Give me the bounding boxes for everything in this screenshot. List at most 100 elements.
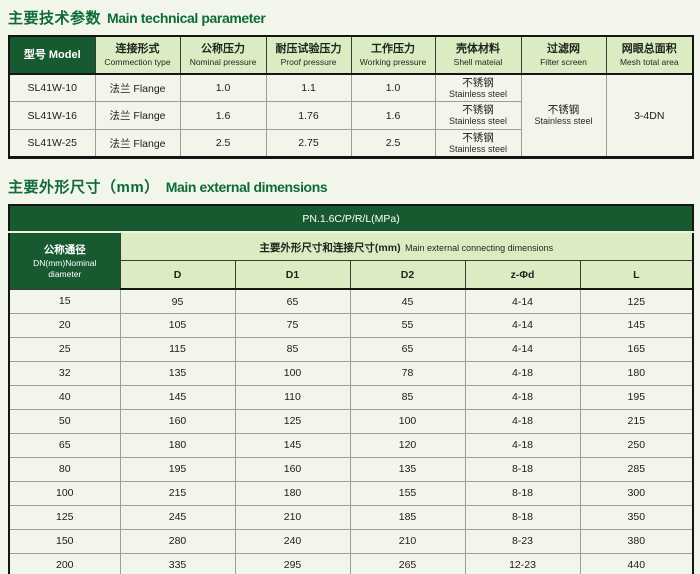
cell-D: 105 [119, 312, 236, 338]
cell-L: 285 [579, 456, 694, 482]
cell-mesh-area: 3-4DN [605, 73, 694, 159]
t2-header-D1: D1 [234, 259, 351, 291]
pn-banner: PN.1.6C/P/R/L(MPa) [9, 205, 694, 234]
cell-zphid: 8-18 [464, 456, 581, 482]
cell-L: 145 [579, 312, 694, 338]
shell-en: Stainless steel [448, 116, 508, 127]
cell-D1: 180 [234, 480, 351, 506]
t2-header-row-2: D D1 D2 z-Φd L [9, 259, 694, 291]
t2-header-row-1: 公称通径 DN(mm)Nominal diameter 主要外形尺寸和连接尺寸(… [8, 231, 694, 290]
cell-D: 245 [119, 504, 236, 530]
cell-dn: 25 [8, 336, 121, 362]
cell-D: 135 [119, 360, 236, 386]
t2-header-zphid: z-Φd [464, 259, 581, 291]
table-row: SL41W-25 法兰 Flange 2.5 2.75 2.5 不锈钢 Stai… [8, 128, 693, 159]
section2-title-en: Main external dimensions [165, 179, 328, 196]
cell-D2: 65 [349, 336, 466, 362]
cell-zphid: 4-14 [464, 336, 581, 362]
t2-group-header: 主要外形尺寸和连接尺寸(mm) Main external connecting… [119, 231, 694, 261]
table-row: SL41W-10 法兰 Flange 1.0 1.1 1.0 不锈钢 Stain… [8, 73, 694, 159]
cell-dn: 100 [8, 480, 121, 506]
header-zh: 壳体材料 [456, 43, 500, 56]
cell-dn: 15 [8, 288, 121, 314]
cell-D2: 85 [349, 384, 466, 410]
cell-L: 165 [579, 336, 694, 362]
t1-header-filter-screen: 过滤网 Filter screen [520, 35, 607, 75]
cell-D1: 65 [234, 288, 351, 314]
cell-shell: 不锈钢 Stainless steel [434, 128, 522, 159]
cell-L: 440 [579, 552, 694, 574]
dn-header-en1: DN(mm)Nominal [33, 257, 97, 268]
header-zh: 工作压力 [371, 43, 415, 56]
cell-dn: 150 [8, 528, 121, 554]
table-row: 150 280 240 210 8-23 380 [8, 528, 694, 554]
t2-header-L: L [579, 259, 694, 291]
table-row: 65 180 145 120 4-18 250 [8, 432, 694, 458]
cell-shell: 不锈钢 Stainless steel [434, 73, 522, 103]
header-zh: 耐压试验压力 [275, 43, 342, 56]
table-row: 50 160 125 100 4-18 215 [8, 408, 694, 434]
cell-model: SL41W-25 [8, 128, 96, 159]
section2-title: 主要外形尺寸（mm） Main external dimensions [8, 176, 692, 197]
header-zh: 过滤网 [547, 43, 580, 56]
cell-zphid: 8-23 [464, 528, 581, 554]
external-dimensions-table: PN.1.6C/P/R/L(MPa) 公称通径 DN(mm)Nominal di… [8, 204, 695, 574]
cell-L: 300 [579, 480, 694, 506]
cell-zphid: 4-14 [464, 312, 581, 338]
cell-D: 115 [119, 336, 236, 362]
cell-nominal: 1.6 [179, 101, 267, 130]
cell-D: 95 [119, 288, 236, 314]
t1-header-model-label: 型号 Model [23, 48, 81, 61]
section1-title-en: Main technical parameter [107, 10, 266, 26]
cell-filter-screen: 不锈钢 Stainless steel [520, 73, 607, 159]
cell-D2: 45 [349, 288, 466, 314]
filter-zh: 不锈钢 [547, 104, 580, 117]
cell-D2: 78 [349, 360, 466, 386]
technical-parameter-table: 型号 Model 连接形式 Commection type 公称压力 Nomin… [8, 35, 694, 160]
cell-connection: 法兰 Flange [94, 128, 181, 159]
cell-working: 1.0 [350, 73, 436, 103]
cell-D2: 55 [349, 312, 466, 338]
cell-D1: 75 [234, 312, 351, 338]
header-en: Nominal pressure [189, 57, 257, 68]
table-row: 100 215 180 155 8-18 300 [8, 480, 694, 506]
cell-D2: 265 [349, 552, 466, 574]
cell-D: 145 [119, 384, 236, 410]
cell-nominal: 1.0 [179, 73, 267, 103]
t1-header-shell-material: 壳体材料 Shell mateial [434, 35, 522, 75]
cell-zphid: 4-18 [464, 408, 581, 434]
t1-header-connection: 连接形式 Commection type [94, 35, 181, 75]
cell-D: 215 [119, 480, 236, 506]
table-row: 25 115 85 65 4-14 165 [8, 336, 694, 362]
table-row: 40 145 110 85 4-18 195 [8, 384, 694, 410]
cell-L: 195 [579, 384, 694, 410]
cell-dn: 65 [8, 432, 121, 458]
cell-D1: 85 [234, 336, 351, 362]
cell-model: SL41W-16 [8, 101, 96, 130]
cell-D2: 155 [349, 480, 466, 506]
header-en: Shell mateial [453, 57, 503, 68]
cell-zphid: 4-18 [464, 360, 581, 386]
cell-zphid: 4-18 [464, 384, 581, 410]
dn-header-en2: diameter [48, 268, 82, 279]
cell-dn: 125 [8, 504, 121, 530]
cell-connection: 法兰 Flange [94, 73, 181, 103]
cell-zphid: 8-18 [464, 480, 581, 506]
cell-dn: 50 [8, 408, 121, 434]
cell-D: 180 [119, 432, 236, 458]
cell-L: 180 [579, 360, 694, 386]
cell-D2: 210 [349, 528, 466, 554]
cell-proof: 2.75 [265, 128, 352, 159]
cell-D2: 185 [349, 504, 466, 530]
cell-shell: 不锈钢 Stainless steel [434, 101, 522, 130]
cell-L: 125 [579, 288, 694, 314]
t1-header-working-pressure: 工作压力 Working pressure [350, 35, 436, 75]
cell-D1: 210 [234, 504, 351, 530]
cell-dn: 80 [8, 456, 121, 482]
shell-zh: 不锈钢 [462, 77, 494, 89]
dn-header-zh: 公称通径 [43, 244, 86, 257]
t1-header-mesh-area: 网眼总面积 Mesh total area [605, 35, 694, 75]
cell-L: 215 [579, 408, 694, 434]
cell-model: SL41W-10 [8, 73, 96, 103]
header-en: Working pressure [359, 57, 427, 68]
